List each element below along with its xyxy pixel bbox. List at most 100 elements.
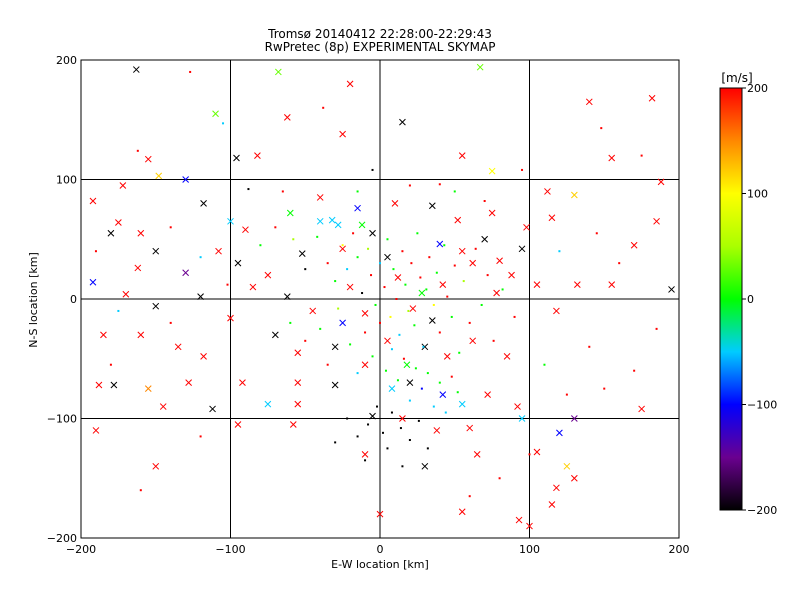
data-point-cross — [466, 424, 474, 432]
data-point-dot — [352, 232, 355, 235]
colorbar-ticks: 200 100 0 −100 −200 — [742, 82, 777, 517]
data-point-cross — [286, 209, 294, 217]
data-point-cross — [215, 247, 222, 255]
x-tick-label: −200 — [66, 543, 96, 556]
data-point-dot — [384, 369, 387, 372]
data-point-dot — [371, 168, 374, 171]
data-point-dot — [444, 411, 447, 414]
data-point-dot — [390, 348, 393, 351]
y-tick-labels: −200 −100 0 100 200 — [47, 54, 77, 545]
data-point-dot — [443, 244, 446, 247]
data-point-dot — [450, 375, 453, 378]
data-point-dot — [486, 274, 489, 277]
data-point-dot — [399, 427, 402, 430]
data-point-cross — [608, 281, 616, 289]
data-point-dot — [364, 331, 367, 334]
data-point-cross — [339, 245, 346, 253]
data-point-cross — [493, 289, 500, 297]
data-point-dot — [640, 154, 643, 157]
data-point-cross — [484, 391, 491, 398]
data-point-cross — [409, 305, 417, 312]
data-point-dot — [334, 441, 337, 444]
data-points — [89, 63, 675, 530]
data-point-dot — [498, 477, 501, 480]
data-point-dot — [292, 238, 295, 241]
data-point-dot — [438, 331, 441, 334]
data-point-cross — [298, 250, 306, 257]
data-point-dot — [446, 295, 449, 298]
data-point-cross — [89, 278, 97, 286]
data-point-cross — [391, 200, 399, 207]
data-point-dot — [428, 256, 431, 259]
data-point-dot — [389, 315, 392, 318]
data-point-dot — [501, 288, 504, 291]
data-point-cross — [283, 114, 291, 121]
data-point-cross — [668, 286, 675, 293]
colorbar-label: [m/s] — [721, 71, 752, 85]
data-point-dot — [361, 292, 364, 295]
data-point-cross — [458, 400, 466, 408]
data-point-dot — [456, 391, 459, 394]
data-point-cross — [294, 400, 302, 408]
data-point-cross — [289, 421, 297, 428]
data-point-cross — [254, 152, 261, 159]
data-point-cross — [488, 209, 496, 217]
data-point-dot — [453, 190, 456, 193]
data-point-cross — [283, 293, 291, 300]
data-point-cross — [369, 412, 376, 420]
data-point-dot — [458, 351, 461, 354]
data-point-cross — [200, 200, 207, 207]
data-point-dot — [401, 250, 404, 253]
data-point-cross — [573, 281, 581, 289]
data-point-dot — [319, 327, 322, 330]
data-point-dot — [462, 280, 465, 283]
data-point-cross — [155, 172, 163, 180]
colorbar — [719, 87, 743, 511]
data-point-cross — [428, 317, 436, 324]
data-point-cross — [488, 167, 496, 175]
data-point-dot — [528, 453, 531, 456]
data-point-dot — [94, 250, 97, 253]
data-point-dot — [341, 244, 344, 247]
data-point-cross — [458, 152, 466, 159]
data-point-cross — [119, 182, 127, 189]
data-point-cross — [115, 219, 122, 226]
data-point-cross — [134, 264, 142, 272]
data-point-cross — [533, 448, 541, 456]
data-point-cross — [458, 508, 466, 516]
data-point-cross — [152, 302, 160, 310]
data-point-cross — [331, 381, 339, 389]
data-point-cross — [209, 405, 216, 413]
data-point-cross — [197, 293, 204, 300]
data-point-dot — [426, 372, 429, 375]
data-point-cross — [443, 353, 451, 360]
data-point-dot — [109, 363, 112, 366]
data-point-cross — [122, 290, 130, 298]
data-point-dot — [435, 271, 438, 274]
data-point-dot — [337, 307, 340, 310]
data-point-cross — [294, 379, 302, 387]
data-point-cross — [433, 427, 441, 434]
data-point-cross — [346, 80, 354, 88]
data-point-cross — [657, 178, 665, 186]
data-point-dot — [450, 315, 453, 318]
data-point-cross — [361, 450, 369, 458]
data-point-dot — [370, 274, 373, 277]
data-point-dot — [419, 276, 422, 279]
data-point-cross — [384, 337, 391, 345]
data-point-dot — [386, 447, 389, 450]
data-point-dot — [289, 321, 292, 324]
data-point-cross — [421, 462, 429, 470]
data-point-cross — [249, 283, 257, 291]
x-tick-label: 100 — [519, 543, 540, 556]
colorbar-tick-label: 200 — [747, 82, 768, 95]
data-point-cross — [585, 98, 593, 106]
data-point-dot — [396, 379, 399, 382]
data-point-dot — [169, 226, 172, 229]
data-point-dot — [425, 288, 428, 291]
data-point-cross — [95, 381, 103, 389]
data-point-cross — [242, 226, 249, 234]
data-point-dot — [189, 70, 192, 73]
